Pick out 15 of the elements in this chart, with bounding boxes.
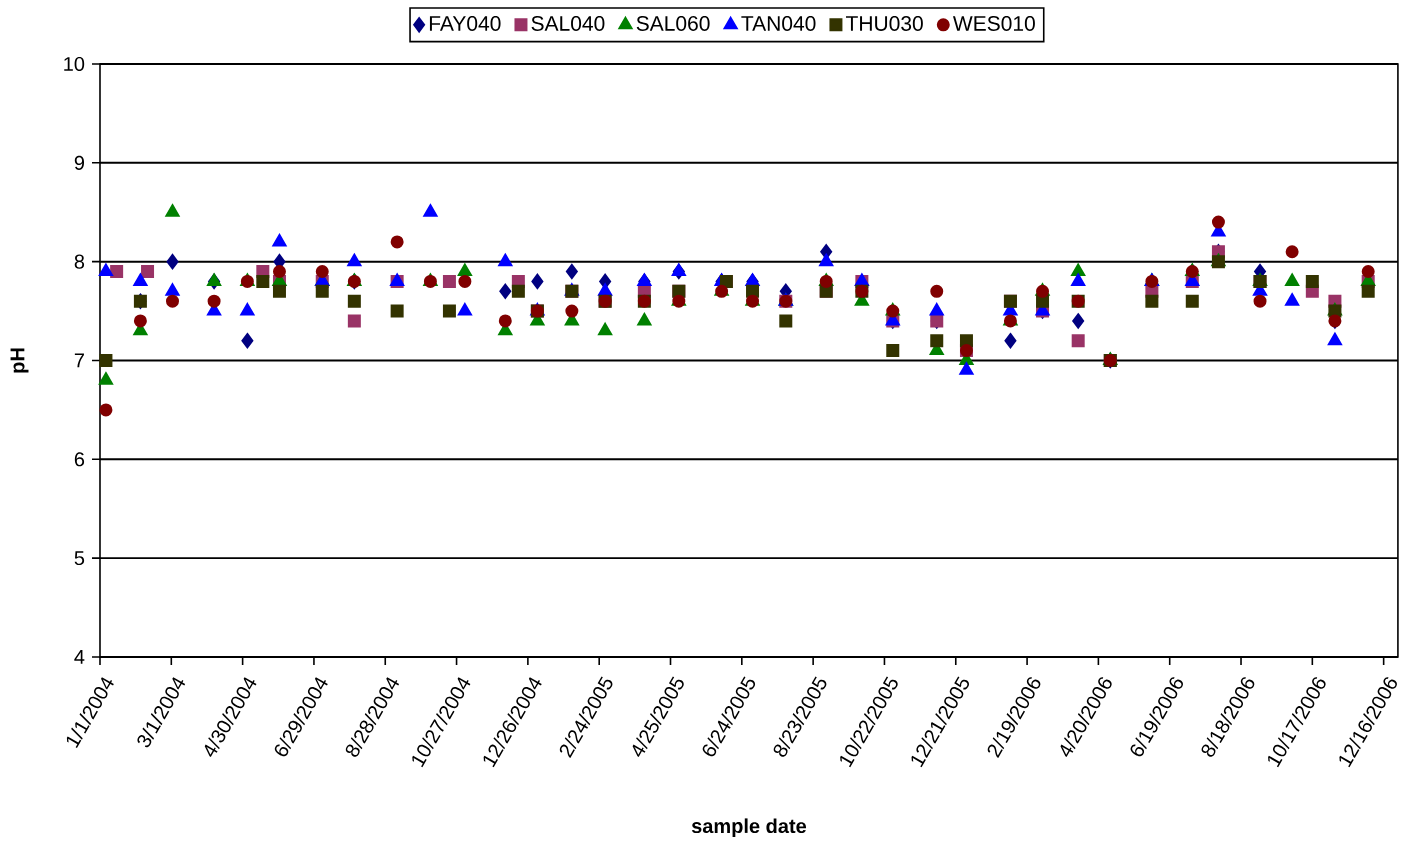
legend-label: TAN040	[741, 16, 816, 31]
y-tick-label: 8	[74, 254, 85, 269]
legend-label: FAY040	[429, 16, 501, 31]
legend-label: SAL040	[531, 16, 605, 31]
y-tick-label: 7	[74, 353, 84, 368]
legend-label: WES010	[952, 16, 1035, 31]
y-tick-label: 5	[74, 551, 85, 566]
y-tick-label: 10	[64, 56, 85, 72]
y-tick-label: 4	[74, 650, 85, 664]
y-tick-label: 9	[74, 155, 85, 170]
legend-label: SAL060	[636, 16, 710, 31]
y-tick-label: 6	[74, 452, 85, 467]
y-axis-title: pH	[10, 348, 29, 373]
legend-label: THU030	[845, 16, 923, 31]
x-axis-title: sample date	[691, 818, 807, 838]
